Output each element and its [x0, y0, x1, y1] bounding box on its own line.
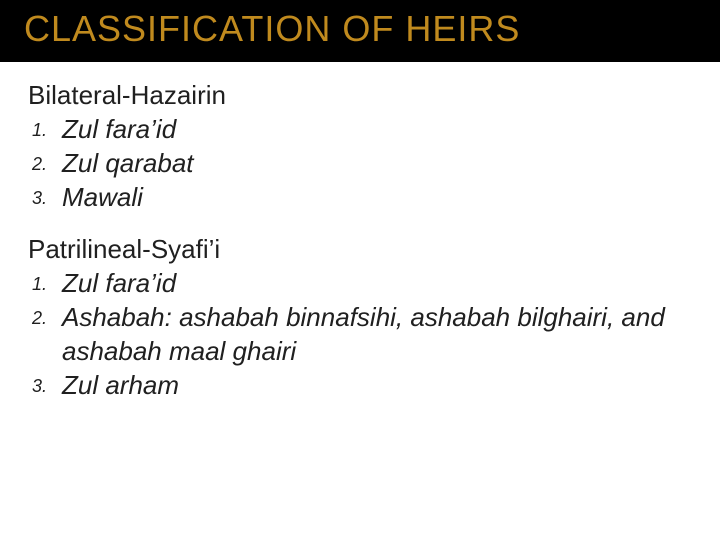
- list-bilateral: 1. Zul fara’id 2. Zul qarabat 3. Mawali: [32, 113, 692, 214]
- list-number: 3.: [32, 369, 62, 398]
- section-label: Bilateral-Hazairin: [28, 80, 692, 111]
- list-item: 2. Zul qarabat: [32, 147, 692, 181]
- list-text: Zul arham: [62, 369, 692, 403]
- slide-content: Bilateral-Hazairin 1. Zul fara’id 2. Zul…: [0, 62, 720, 403]
- list-text: Mawali: [62, 181, 692, 215]
- list-item: 3. Zul arham: [32, 369, 692, 403]
- title-bar: CLASSIFICATION OF HEIRS: [0, 0, 720, 62]
- slide-title: CLASSIFICATION OF HEIRS: [24, 8, 696, 50]
- list-text: Zul fara’id: [62, 113, 692, 147]
- list-number: 1.: [32, 113, 62, 142]
- list-number: 2.: [32, 147, 62, 176]
- list-item: 1. Zul fara’id: [32, 267, 692, 301]
- list-number: 3.: [32, 181, 62, 210]
- list-item: 2. Ashabah: ashabah binnafsihi, ashabah …: [32, 301, 692, 369]
- list-text: Zul qarabat: [62, 147, 692, 181]
- list-number: 1.: [32, 267, 62, 296]
- list-item: 1. Zul fara’id: [32, 113, 692, 147]
- section-label: Patrilineal-Syafi’i: [28, 234, 692, 265]
- section-bilateral: Bilateral-Hazairin 1. Zul fara’id 2. Zul…: [28, 80, 692, 214]
- list-item: 3. Mawali: [32, 181, 692, 215]
- list-patrilineal: 1. Zul fara’id 2. Ashabah: ashabah binna…: [32, 267, 692, 402]
- list-text: Zul fara’id: [62, 267, 692, 301]
- section-patrilineal: Patrilineal-Syafi’i 1. Zul fara’id 2. As…: [28, 234, 692, 402]
- list-number: 2.: [32, 301, 62, 330]
- list-text: Ashabah: ashabah binnafsihi, ashabah bil…: [62, 301, 692, 369]
